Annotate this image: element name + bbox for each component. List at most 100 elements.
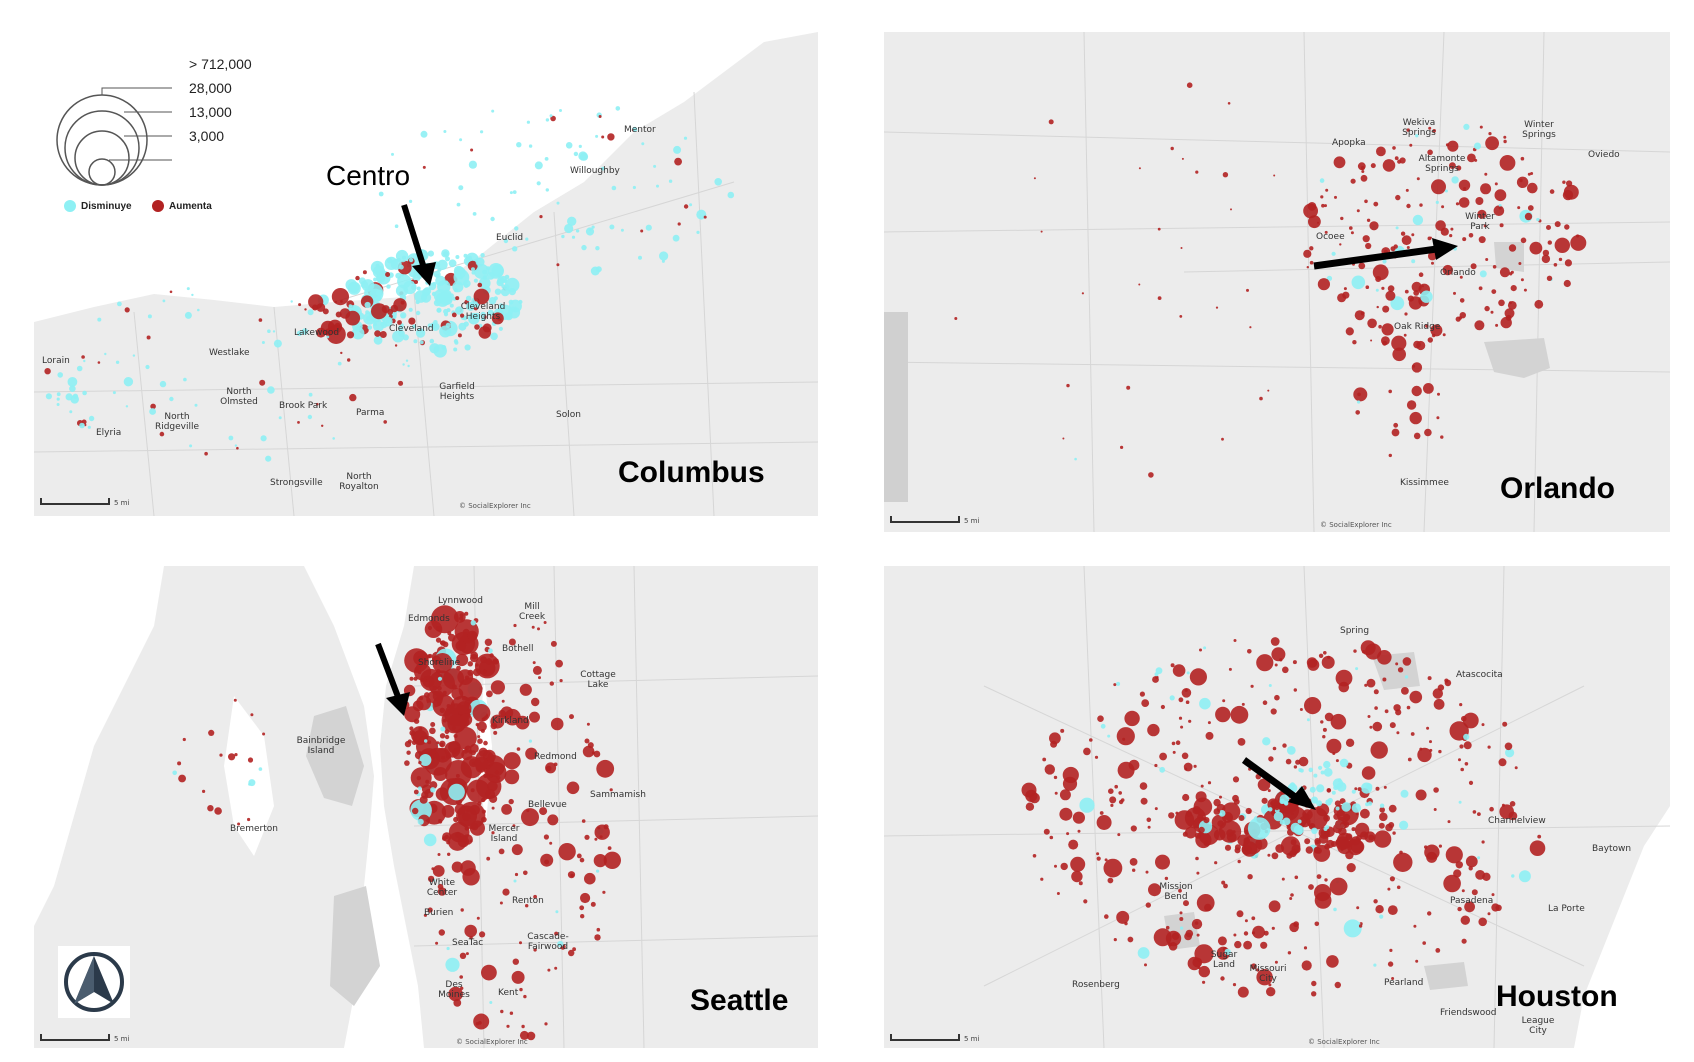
symbol-circle	[1554, 221, 1561, 228]
symbol-circle	[584, 834, 590, 840]
symbol-circle	[1104, 858, 1108, 862]
symbol-circle	[545, 188, 549, 192]
place-label: Bainbridge Island	[296, 736, 346, 756]
symbol-circle	[1268, 983, 1272, 987]
symbol-circle	[1388, 389, 1392, 394]
symbol-circle	[1237, 738, 1246, 746]
city-title: Orlando	[1500, 472, 1616, 505]
symbol-circle	[321, 424, 324, 427]
symbol-circle	[1459, 298, 1465, 303]
symbol-circle	[1107, 877, 1114, 884]
symbol-circle	[1388, 822, 1395, 828]
symbol-circle	[477, 738, 483, 744]
symbol-circle	[550, 717, 564, 731]
symbol-circle	[596, 869, 600, 873]
symbol-circle	[453, 816, 459, 823]
symbol-circle	[1498, 204, 1502, 207]
symbol-circle	[1370, 339, 1373, 342]
symbol-circle	[1408, 296, 1423, 310]
symbol-circle	[1048, 119, 1054, 125]
symbol-circle	[653, 164, 657, 168]
symbol-circle	[301, 328, 309, 335]
symbol-circle	[1474, 320, 1485, 331]
symbol-circle	[1279, 794, 1290, 804]
symbol-circle	[326, 335, 330, 339]
symbol-circle	[1354, 310, 1365, 321]
symbol-circle	[469, 839, 473, 843]
symbol-circle	[420, 130, 428, 138]
symbol-circle	[1463, 187, 1467, 190]
place-label: Edmonds	[408, 614, 450, 624]
symbol-circle	[1345, 738, 1355, 747]
scale-label: 5 mi	[964, 517, 980, 525]
symbol-circle	[397, 320, 402, 325]
symbol-circle	[497, 277, 505, 285]
symbol-circle	[207, 805, 214, 812]
symbol-circle	[573, 151, 579, 157]
symbol-circle	[390, 304, 399, 313]
symbol-circle	[1366, 678, 1376, 688]
symbol-circle	[466, 301, 476, 311]
symbol-circle	[1511, 874, 1515, 878]
symbol-circle	[1468, 233, 1474, 238]
symbol-circle	[1467, 153, 1476, 163]
symbol-circle	[464, 924, 478, 938]
symbol-circle	[1257, 778, 1271, 792]
symbol-circle	[1157, 296, 1162, 300]
symbol-circle	[1223, 883, 1228, 889]
symbol-circle	[1249, 326, 1252, 329]
symbol-circle	[483, 740, 488, 746]
symbol-circle	[1351, 789, 1356, 794]
symbol-circle	[1025, 789, 1038, 802]
symbol-circle	[512, 824, 516, 828]
symbol-circle	[1373, 963, 1377, 967]
symbol-circle	[1428, 126, 1432, 130]
symbol-circle	[1383, 785, 1387, 789]
symbol-circle	[465, 295, 472, 302]
symbol-circle	[431, 867, 435, 871]
symbol-circle	[1180, 725, 1184, 729]
symbol-circle	[1400, 231, 1406, 236]
symbol-circle	[1155, 854, 1170, 870]
map-panel-orlando: Apopka Wekiva Springs Altamonte Springs …	[884, 32, 1670, 532]
symbol-circle	[580, 892, 591, 904]
symbol-circle	[1501, 803, 1505, 807]
symbol-circle	[1347, 838, 1364, 856]
symbol-circle	[656, 184, 659, 188]
symbol-circle	[1189, 668, 1207, 686]
symbol-circle	[1422, 941, 1426, 945]
place-label: Brook Park	[279, 401, 328, 411]
symbol-circle	[459, 952, 467, 959]
symbol-circle	[1433, 787, 1439, 793]
symbol-circle	[581, 819, 586, 823]
symbol-circle	[265, 455, 272, 462]
symbol-circle	[1358, 924, 1363, 928]
symbol-circle	[1044, 764, 1055, 775]
symbol-circle	[1413, 924, 1417, 928]
symbol-circle	[115, 360, 120, 364]
symbol-circle	[523, 994, 527, 999]
symbol-circle	[1494, 189, 1507, 202]
symbol-circle	[1421, 285, 1424, 288]
symbol-circle	[529, 711, 540, 723]
symbol-circle	[538, 676, 541, 680]
symbol-circle	[1096, 852, 1100, 856]
symbol-circle	[1315, 847, 1322, 854]
symbol-circle	[1062, 437, 1065, 440]
symbol-circle	[1103, 858, 1123, 878]
symbol-circle	[1395, 194, 1401, 201]
symbol-circle	[439, 742, 444, 747]
symbol-circle	[1184, 767, 1188, 771]
symbol-circle	[1285, 758, 1292, 765]
symbol-circle	[487, 309, 494, 316]
symbol-circle	[1509, 801, 1516, 807]
symbol-circle	[1266, 987, 1276, 997]
symbol-circle	[159, 431, 165, 437]
symbol-circle	[1435, 220, 1446, 231]
symbol-circle	[69, 385, 76, 393]
symbol-circle	[1360, 808, 1370, 819]
symbol-circle	[1357, 787, 1362, 792]
symbol-circle	[607, 133, 615, 141]
symbol-circle	[1491, 289, 1497, 294]
symbol-circle	[469, 936, 473, 940]
